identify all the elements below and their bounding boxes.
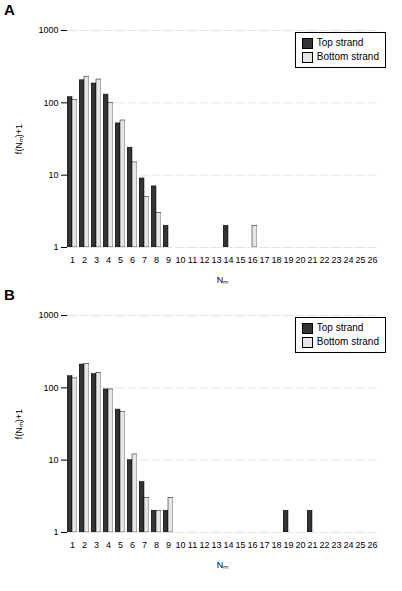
svg-text:10: 10: [48, 170, 58, 180]
svg-text:3: 3: [94, 255, 99, 265]
html-text:Bottom strand: Bottom strand: [316, 51, 379, 62]
svg-text:13: 13: [211, 540, 221, 550]
svg-text:100: 100: [43, 98, 58, 108]
svg-text:5: 5: [118, 255, 123, 265]
svg-text:1: 1: [70, 255, 75, 265]
svg-text:4: 4: [106, 540, 111, 550]
svg-text:7: 7: [142, 540, 147, 550]
svg-text:1: 1: [70, 540, 75, 550]
svg-text:Nₘ: Nₘ: [217, 560, 229, 570]
svg-text:24: 24: [343, 255, 353, 265]
html-text:B: B: [4, 286, 15, 303]
svg-text:24: 24: [343, 540, 353, 550]
svg-text:1: 1: [53, 242, 58, 252]
svg-text:15: 15: [235, 255, 245, 265]
svg-text:4: 4: [106, 255, 111, 265]
svg-text:3: 3: [94, 540, 99, 550]
svg-text:f(Nₘ)+1: f(Nₘ)+1: [14, 124, 24, 154]
svg-text:8: 8: [154, 255, 159, 265]
svg-text:10: 10: [175, 540, 185, 550]
svg-text:15: 15: [235, 540, 245, 550]
html-text:A: A: [4, 1, 15, 18]
svg-text:23: 23: [331, 255, 341, 265]
svg-text:17: 17: [259, 540, 269, 550]
svg-text:1000: 1000: [38, 310, 58, 320]
svg-text:18: 18: [271, 255, 281, 265]
svg-text:26: 26: [367, 540, 377, 550]
svg-text:22: 22: [319, 255, 329, 265]
svg-text:12: 12: [199, 255, 209, 265]
svg-text:16: 16: [247, 540, 257, 550]
svg-text:14: 14: [223, 540, 233, 550]
svg-text:17: 17: [259, 255, 269, 265]
svg-text:14: 14: [223, 255, 233, 265]
svg-text:9: 9: [166, 540, 171, 550]
svg-text:26: 26: [367, 255, 377, 265]
svg-text:100: 100: [43, 383, 58, 393]
svg-text:11: 11: [188, 255, 197, 265]
svg-text:21: 21: [307, 540, 317, 550]
svg-text:2: 2: [82, 255, 87, 265]
svg-text:20: 20: [295, 255, 305, 265]
svg-text:21: 21: [307, 255, 317, 265]
svg-text:6: 6: [130, 540, 135, 550]
svg-text:9: 9: [166, 255, 171, 265]
svg-text:13: 13: [211, 255, 221, 265]
svg-text:1: 1: [53, 527, 58, 537]
html-text:Top strand: Top strand: [316, 322, 364, 333]
svg-text:19: 19: [283, 255, 293, 265]
svg-text:6: 6: [130, 255, 135, 265]
svg-text:7: 7: [142, 255, 147, 265]
svg-text:23: 23: [331, 540, 341, 550]
svg-text:2: 2: [82, 540, 87, 550]
svg-text:10: 10: [175, 255, 185, 265]
svg-text:20: 20: [295, 540, 305, 550]
svg-text:8: 8: [154, 540, 159, 550]
html-text:Top strand: Top strand: [316, 37, 364, 48]
svg-text:11: 11: [188, 540, 197, 550]
svg-text:Nₘ: Nₘ: [217, 275, 229, 285]
svg-text:16: 16: [247, 255, 257, 265]
svg-text:19: 19: [283, 540, 293, 550]
svg-text:25: 25: [355, 540, 365, 550]
svg-text:22: 22: [319, 540, 329, 550]
svg-text:5: 5: [118, 540, 123, 550]
svg-text:f(Nₘ)+1: f(Nₘ)+1: [14, 409, 24, 439]
svg-text:12: 12: [199, 540, 209, 550]
svg-text:10: 10: [48, 455, 58, 465]
svg-text:18: 18: [271, 540, 281, 550]
html-text:Bottom strand: Bottom strand: [316, 336, 379, 347]
svg-text:25: 25: [355, 255, 365, 265]
svg-text:1000: 1000: [38, 25, 58, 35]
